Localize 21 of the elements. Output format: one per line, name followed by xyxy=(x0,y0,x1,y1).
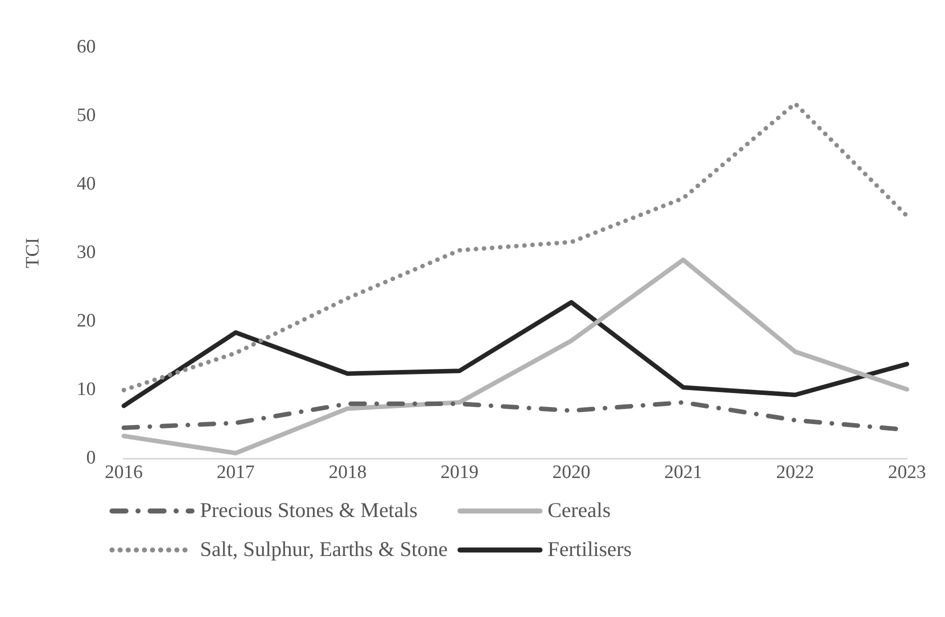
y-tick-label: 30 xyxy=(76,242,96,263)
legend-label: Fertilisers xyxy=(548,537,632,562)
y-tick-label: 0 xyxy=(86,448,96,469)
x-tick-label: 2022 xyxy=(776,462,814,483)
y-tick-label: 60 xyxy=(76,36,96,58)
x-tick-label: 2018 xyxy=(328,462,367,483)
legend-label: Salt, Sulphur, Earths & Stone xyxy=(200,537,448,562)
y-tick-label: 40 xyxy=(76,173,96,194)
line-series xyxy=(122,101,910,392)
y-tick-label: 20 xyxy=(76,310,96,332)
legend-label: Cereals xyxy=(548,498,611,523)
x-tick-label: 2021 xyxy=(664,462,702,483)
x-tick-label: 2023 xyxy=(888,462,926,483)
x-tick-label: 2019 xyxy=(440,462,478,483)
x-tick-label: 2017 xyxy=(216,462,255,483)
y-axis-title: TCI xyxy=(22,238,44,268)
y-tick-label: 10 xyxy=(76,379,96,400)
x-tick-label: 2016 xyxy=(104,462,143,483)
legend-label: Precious Stones & Metals xyxy=(200,498,418,523)
x-tick-label: 2020 xyxy=(552,462,590,483)
y-tick-label: 50 xyxy=(76,104,96,126)
